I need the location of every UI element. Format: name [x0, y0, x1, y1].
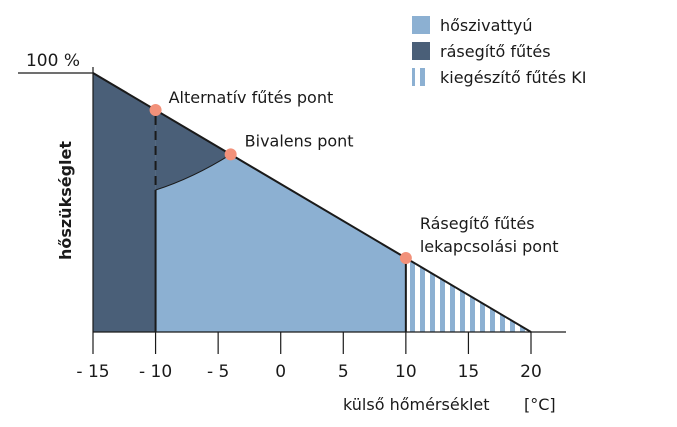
plot-lines [92, 72, 532, 333]
legend-swatch [412, 16, 430, 34]
x-tick-label: 20 [520, 362, 542, 382]
point-label: Rásegítő fűtés [420, 214, 535, 233]
x-tick-label: 10 [395, 362, 417, 382]
point-label: Alternatív fűtés pont [169, 88, 334, 107]
x-tick-label: 0 [275, 362, 286, 382]
x-tick-label: 15 [458, 362, 480, 382]
legend-label: hőszivattyú [440, 16, 533, 35]
demand-line [92, 72, 532, 333]
x-tick-label: - 10 [139, 362, 172, 382]
legend-swatch [412, 68, 430, 86]
x-tick-label: - 5 [207, 362, 229, 382]
region-auxiliary-wedge [155, 110, 231, 190]
point-marker [149, 104, 162, 116]
legend-label: kiegészítő fűtés KI [440, 68, 586, 87]
x-tick-label: - 15 [76, 362, 109, 382]
point-label: Bivalens pont [245, 131, 354, 150]
y-axis-label: hőszükséglet [56, 141, 75, 260]
point-label-line2: lekapcsolási pont [420, 237, 559, 256]
x-tick-label: 5 [338, 362, 349, 382]
legend: hőszivattyú rásegítő fűtés kiegészítő fűté… [412, 16, 586, 87]
region-heat-pump [155, 154, 406, 332]
x-ticks: - 15 - 10 - 5 0 5 10 15 20 [76, 332, 542, 382]
annotated-points: Alternatív fűtés pont Bivalens pont Rásegí… [149, 88, 559, 264]
x-axis-label: külső hőmérséklet [343, 395, 490, 414]
x-axis-unit: [°C] [524, 395, 556, 414]
bivalent-boundary-curve [155, 153, 231, 191]
legend-label: rásegítő fűtés [440, 42, 551, 61]
legend-swatch [412, 42, 430, 60]
region-auxiliary-left [93, 73, 156, 332]
y-tick-label-100: 100 % [26, 51, 80, 71]
point-marker [224, 148, 237, 161]
point-marker [399, 252, 412, 264]
